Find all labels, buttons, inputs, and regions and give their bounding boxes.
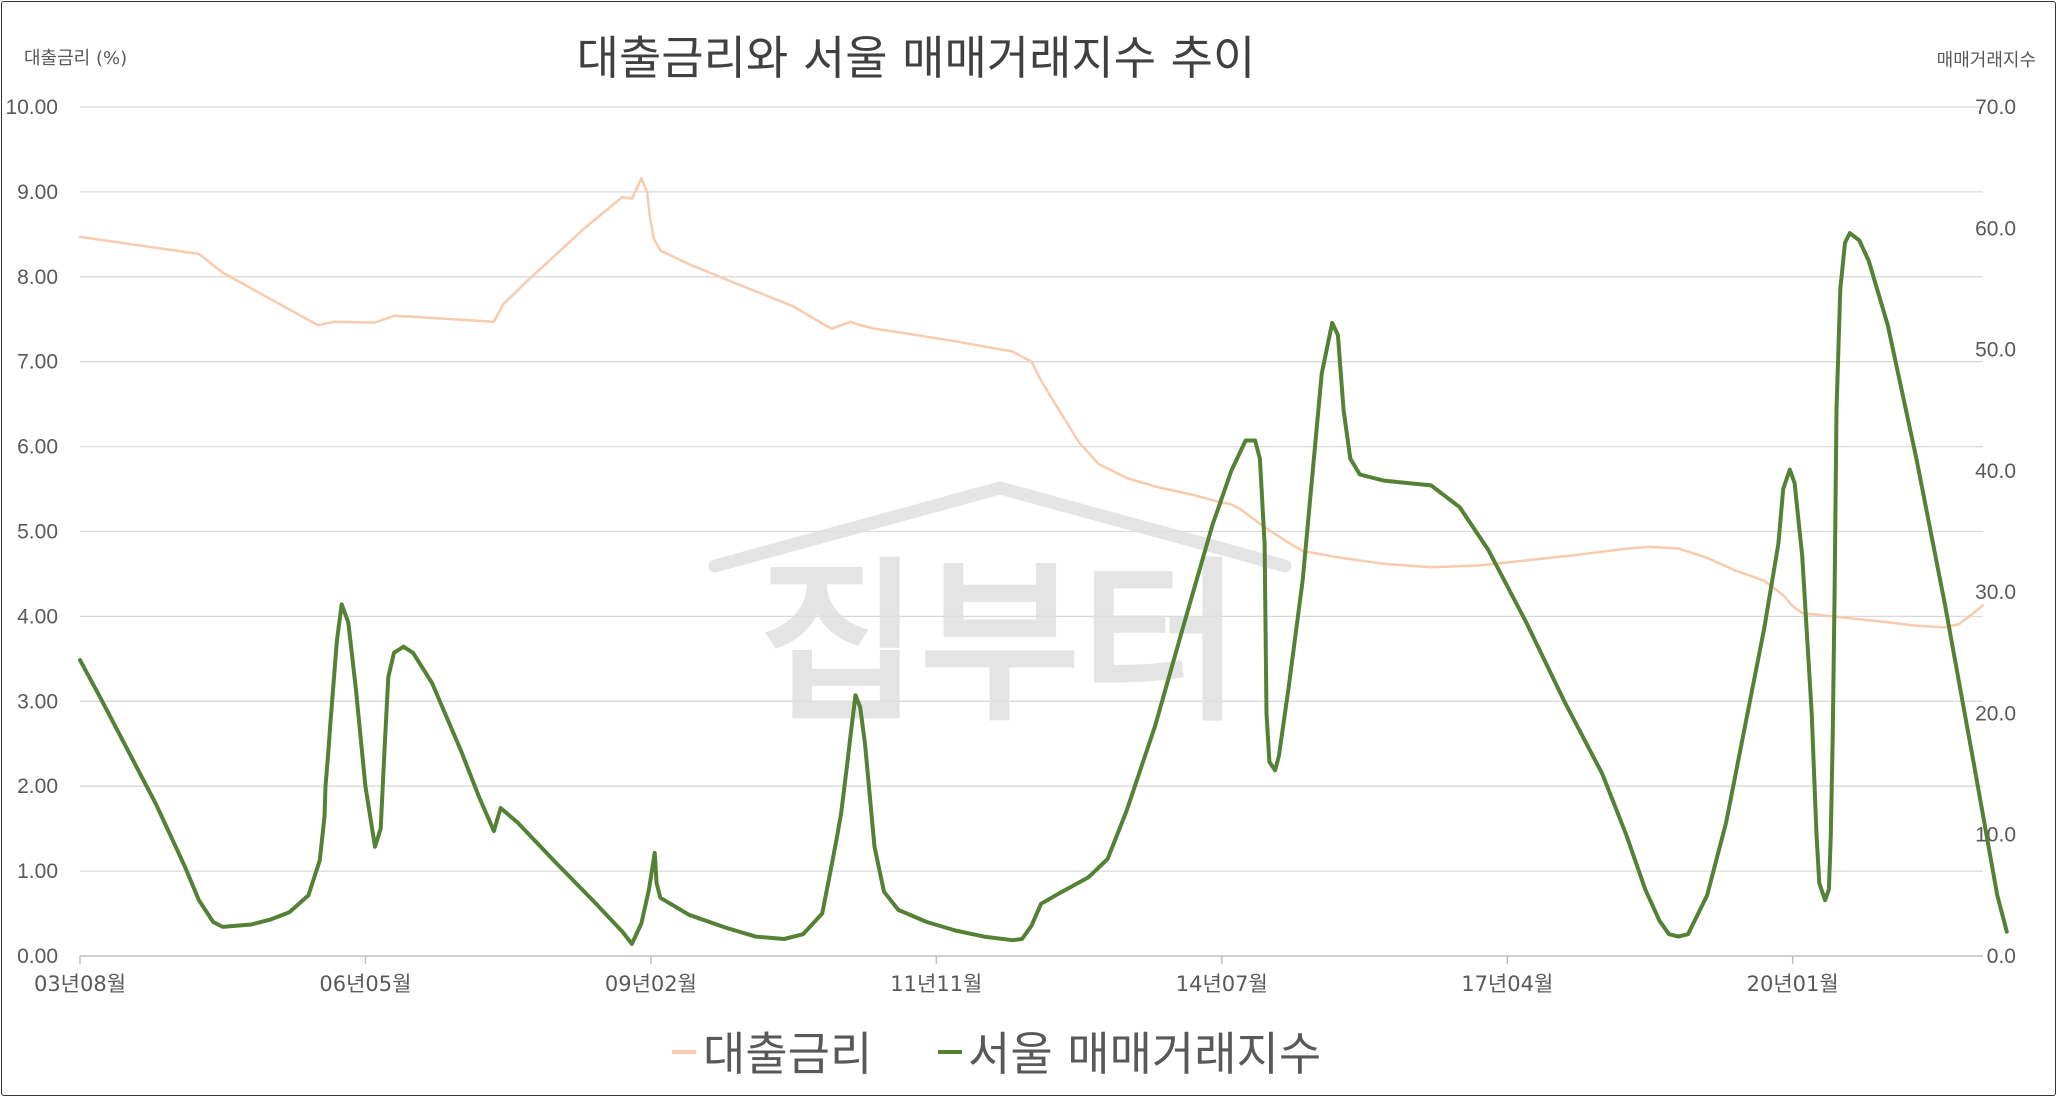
legend-label-loan-rate: 대출금리 <box>703 1027 872 1081</box>
left-tick-label: 3.00 <box>17 690 58 713</box>
x-tick-label: 11년11월 <box>890 972 982 996</box>
right-tick-label: 30.0 <box>1975 581 2016 604</box>
left-tick-label: 8.00 <box>17 266 58 289</box>
x-tick-label: 20년01월 <box>1747 972 1839 996</box>
left-tick-label: 7.00 <box>17 351 58 374</box>
right-tick-label: 10.0 <box>1975 824 2016 847</box>
left-tick-label: 5.00 <box>17 521 58 544</box>
x-tick-label: 17년04월 <box>1461 972 1553 996</box>
left-tick-label: 0.00 <box>17 945 58 968</box>
right-axis-tick-labels: 0.0 10.0 20.0 30.0 40.0 50.0 60.0 70.0 <box>1975 96 2016 968</box>
right-tick-label: 70.0 <box>1975 96 2016 119</box>
right-tick-label: 60.0 <box>1975 217 2016 240</box>
left-tick-label: 4.00 <box>17 605 58 628</box>
watermark-text: 집부터 <box>759 543 1242 746</box>
x-tick-label: 14년07월 <box>1176 972 1268 996</box>
legend-label-seoul-index: 서울 매매거래지수 <box>968 1027 1321 1081</box>
right-tick-label: 50.0 <box>1975 339 2016 362</box>
chart-title: 대출금리와 서울 매매거래지수 추이 <box>577 31 1256 85</box>
x-tick-label: 06년05월 <box>319 972 411 996</box>
series-line-seoul-trade-index <box>78 231 2009 946</box>
left-tick-label: 9.00 <box>17 181 58 204</box>
right-tick-label: 0.0 <box>1987 945 2016 968</box>
left-tick-label: 1.00 <box>17 860 58 883</box>
legend: 대출금리 서울 매매거래지수 <box>672 1027 1321 1081</box>
left-tick-label: 6.00 <box>17 436 58 459</box>
x-axis-ticks: 03년08월 06년05월 09년02월 11년11월 14년07월 17년04월 20년0… <box>34 956 1839 996</box>
right-tick-label: 20.0 <box>1975 702 2016 725</box>
right-axis-title: 매매거래지수 <box>1937 50 2036 71</box>
watermark-roof <box>708 481 1292 573</box>
left-axis-title: 대출금리 (%) <box>24 48 127 69</box>
watermark: 집부터 <box>708 481 1292 746</box>
x-tick-label: 03년08월 <box>34 972 126 996</box>
series-line-loan-rate <box>78 177 1985 629</box>
x-tick-label: 09년02월 <box>605 972 697 996</box>
left-axis-tick-labels: 0.00 1.00 2.00 3.00 4.00 5.00 6.00 7.00 8.00 9.00… <box>5 96 58 968</box>
left-tick-label: 10.00 <box>5 96 58 119</box>
right-tick-label: 40.0 <box>1975 460 2016 483</box>
series-lines <box>78 177 2009 946</box>
gridlines <box>80 106 1983 872</box>
left-tick-label: 2.00 <box>17 775 58 798</box>
